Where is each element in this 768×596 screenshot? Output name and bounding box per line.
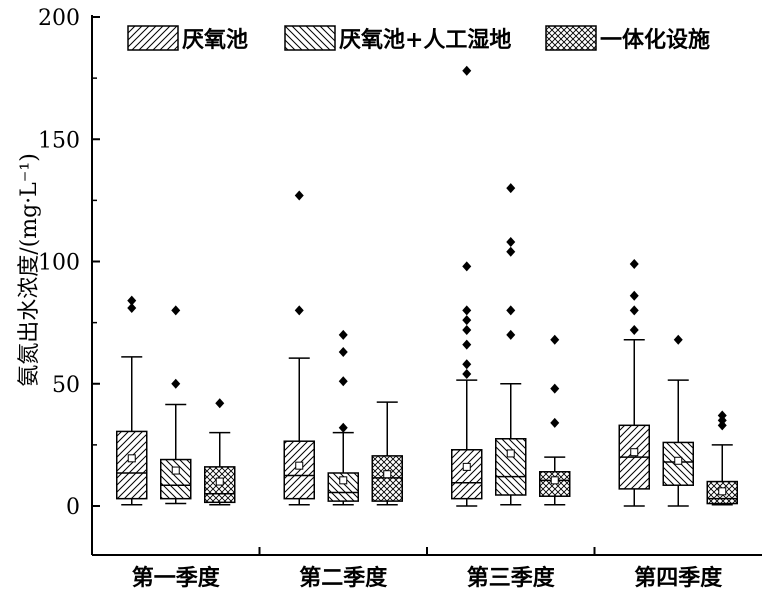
outlier-point: [629, 324, 639, 335]
box-groups: [116, 65, 738, 507]
outlier-point: [215, 398, 225, 409]
outlier-point: [171, 378, 181, 389]
box-iqr: [327, 472, 359, 502]
mean-marker: [127, 454, 136, 463]
category-label: 第三季度: [467, 565, 556, 591]
outlier-point: [462, 339, 472, 350]
axes: 0 50 100 150 200 第一季度 第二季度 第三季度 第四季度: [38, 6, 762, 591]
outlier-point: [717, 410, 727, 421]
outlier-point: [338, 329, 348, 340]
outlier-point: [462, 261, 472, 272]
outlier-point: [506, 305, 516, 316]
box-iqr: [204, 466, 236, 504]
legend-label: 厌氧池: [182, 27, 248, 53]
outlier-point: [127, 302, 137, 313]
outlier-point: [462, 315, 472, 326]
mean-marker: [171, 466, 180, 475]
box-3-4: [706, 410, 738, 506]
outlier-point: [550, 417, 560, 428]
mean-marker: [550, 476, 559, 485]
y-tick-label: 50: [52, 373, 80, 398]
box-iqr: [283, 440, 315, 500]
outlier-point: [462, 359, 472, 370]
mean-marker: [718, 487, 727, 496]
mean-marker: [506, 449, 515, 458]
outlier-point: [629, 305, 639, 316]
outlier-point: [506, 236, 516, 247]
outlier-point: [338, 376, 348, 387]
outlier-point: [462, 324, 472, 335]
outlier-point: [629, 258, 639, 269]
box-3-3: [539, 334, 571, 506]
outlier-point: [338, 422, 348, 433]
box-2-2: [327, 329, 359, 506]
box-2-3: [495, 183, 527, 506]
box-3-1: [204, 398, 236, 506]
box-1-2: [283, 190, 315, 506]
box-1-4: [618, 258, 650, 507]
mean-marker: [295, 461, 304, 470]
outlier-point: [506, 183, 516, 194]
legend: 厌氧池 厌氧池+人工湿地 一体化设施: [127, 25, 710, 53]
legend-label: 厌氧池+人工湿地: [339, 27, 511, 53]
box-1-3: [451, 65, 483, 507]
outlier-point: [550, 383, 560, 394]
y-tick-label: 200: [38, 6, 80, 31]
outlier-point: [171, 305, 181, 316]
box-iqr: [116, 430, 148, 500]
outlier-point: [462, 65, 472, 76]
outlier-point: [506, 246, 516, 257]
box-2-1: [160, 305, 192, 505]
outlier-point: [673, 334, 683, 345]
legend-label: 一体化设施: [600, 27, 710, 53]
legend-swatch: [127, 25, 179, 51]
legend-swatch: [545, 25, 597, 51]
outlier-point: [629, 290, 639, 301]
y-tick-label: 100: [38, 251, 80, 276]
y-axis-label: 氨氮出水浓度/(mg·L⁻¹): [17, 153, 42, 387]
category-label: 第一季度: [132, 565, 221, 591]
outlier-point: [462, 305, 472, 316]
mean-marker: [630, 448, 639, 457]
mean-marker: [215, 477, 224, 486]
mean-marker: [462, 462, 471, 471]
box-iqr: [451, 449, 483, 500]
mean-marker: [339, 476, 348, 485]
outlier-point: [294, 190, 304, 201]
box-iqr: [160, 458, 192, 500]
box-2-4: [662, 334, 694, 507]
category-label: 第二季度: [299, 565, 388, 591]
outlier-point: [338, 346, 348, 357]
outlier-point: [462, 368, 472, 379]
box-1-1: [116, 295, 148, 506]
legend-swatch: [284, 25, 336, 51]
y-tick-label: 0: [66, 495, 80, 520]
mean-marker: [383, 470, 392, 479]
outlier-point: [550, 334, 560, 345]
outlier-point: [294, 305, 304, 316]
box-3-2: [371, 401, 403, 506]
outlier-point: [506, 329, 516, 340]
box-iqr: [495, 438, 527, 496]
y-tick-label: 150: [38, 128, 80, 153]
category-label: 第四季度: [634, 565, 723, 591]
mean-marker: [674, 456, 683, 465]
outlier-point: [127, 295, 137, 306]
